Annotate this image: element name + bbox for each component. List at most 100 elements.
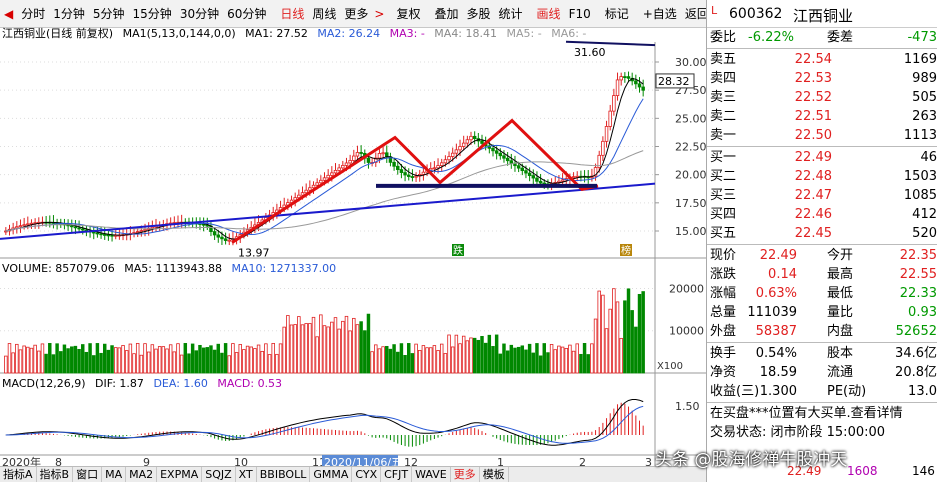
volume-bar [344,315,349,374]
candle-body [439,162,444,166]
candle-body [22,224,26,227]
toolbar-item-17[interactable]: 返回 [684,6,709,21]
indicator-tab-1[interactable]: 指标B [37,467,74,482]
candle-body [407,174,411,177]
indicator-tab-14[interactable]: 模板 [480,467,509,482]
stat-label-2: 内盘 [827,324,854,339]
volume-bar [205,347,210,374]
prev-arrow-icon[interactable]: ◀ [4,6,14,21]
toolbar-item-13[interactable]: 画线 [536,6,561,21]
toolbar-item-7[interactable]: 周线 [312,6,337,21]
date-tick-label: 10 [234,456,248,468]
ask-level-row[interactable]: 卖五 22.54 1169 [707,50,937,69]
volume-bar [187,353,191,374]
toolbar-item-1[interactable]: 1分钟 [53,6,85,21]
candle-body [377,153,382,159]
candle-body [344,162,349,166]
bid-level-row[interactable]: 买三 22.47 1085 [707,186,937,205]
candle-body [531,175,536,179]
candle-body [201,223,206,226]
indicator-tab-12[interactable]: WAVE [412,467,451,482]
bid-level-row[interactable]: 买一 22.49 46 [707,148,937,167]
candle-body [597,154,601,168]
toolbar-item-15[interactable]: 标记 [604,6,629,21]
volume-bar [26,346,30,374]
indicator-tab-6[interactable]: SQJZ [202,467,236,482]
volume-bar [73,345,78,374]
date-tick-label: 2020年 [2,455,41,468]
volume-bar [461,335,466,374]
stock-code[interactable]: 600362 [729,6,783,22]
bid-level-row[interactable]: 买二 22.48 1503 [707,167,937,186]
volume-bar [575,343,579,374]
toolbar-item-3[interactable]: 15分钟 [132,6,172,21]
volume-bar [491,346,495,374]
toolbar-item-10[interactable]: 叠加 [434,6,459,21]
candle-body [205,224,210,227]
volume-bar [253,348,257,374]
toolbar-item-12[interactable]: 统计 [498,6,523,21]
bid-level-volume: 1085 [903,188,937,203]
volume-bar [62,344,67,374]
indicator-tab-4[interactable]: MA2 [126,467,158,482]
ask-level-row[interactable]: 卖三 22.52 505 [707,88,937,107]
volume-bar [425,347,429,374]
volume-bar [454,334,459,374]
toolbar-item-8[interactable]: 更多 [344,6,369,21]
bid-level-row[interactable]: 买五 22.45 520 [707,224,937,243]
stock-name[interactable]: 江西铜业 [793,7,854,25]
toolbar-item-2[interactable]: 5分钟 [92,6,125,21]
big-order-notice[interactable]: 在买盘***位置有大买单.查看详情 [710,406,903,421]
volume-bar [135,343,140,374]
more-chevron-icon[interactable]: > [374,6,385,21]
volume-bar [505,350,510,374]
indicator-tab-0[interactable]: 指标A [0,467,37,482]
kline-chart-svg[interactable]: 30.0027.5025.0022.5020.0017.5015.0028.32… [0,28,706,468]
moving-average-line [5,150,644,232]
indicator-tab-13[interactable]: 更多 [451,467,480,482]
indicator-tab-7[interactable]: XT [236,467,257,482]
candle-body [516,165,521,169]
toolbar-item-6[interactable]: 日线 [280,6,305,21]
indicator-tab-8[interactable]: BBIBOLL [257,467,311,482]
macd-dea: DEA: 1.60 [153,377,208,390]
price-tick-label: 30.00 [675,56,706,69]
toolbar-item-16[interactable]: +自选 [642,6,677,21]
indicator-tab-11[interactable]: CFJT [381,467,413,482]
indicator-tab-2[interactable]: 窗口 [73,467,103,482]
indicator-tab-9[interactable]: GMMA [310,467,353,482]
toolbar-item-14[interactable]: F10 [568,6,591,21]
indicator-tab-5[interactable]: EXPMA [157,467,203,482]
ask-level-row[interactable]: 卖一 22.50 1113 [707,126,937,145]
indicator-tab-3[interactable]: MA [102,467,127,482]
toolbar-item-5[interactable]: 60分钟 [227,6,267,21]
candle-body [95,232,100,235]
toolbar-item-9[interactable]: 复权 [396,6,421,21]
volume-bar [476,339,481,374]
candle-body [392,161,396,167]
candle-body [469,135,473,141]
bid-level-row[interactable]: 买四 22.46 412 [707,205,937,224]
toolbar-item-11[interactable]: 多股 [466,6,491,21]
volume-bar [388,348,393,374]
ask-level-row[interactable]: 卖四 22.53 989 [707,69,937,88]
stat-label: 外盘 [710,324,737,339]
macd-tick-label: 1.50 [675,400,700,413]
fundamental-label: 净资 [710,365,737,380]
ask-level-row[interactable]: 卖二 22.51 263 [707,107,937,126]
volume-bar [385,345,389,374]
volume-bar [238,344,242,374]
volume-bar [242,349,246,374]
toolbar-item-4[interactable]: 30分钟 [179,6,220,21]
volume-bar [198,344,202,374]
candle-body [458,146,462,151]
price-legend: 江西铜业(日线 前复权) MA1(5,13,0,144,0,0) MA1: 27… [2,26,592,42]
volume-bar [516,346,521,374]
chart-area[interactable]: 30.00 27.50 25.00 22.50 20.00 17.50 15.00 28.32… [0,26,706,468]
ma2-value: MA2: 26.24 [317,27,381,40]
toolbar-item-0[interactable]: 分时 [21,6,46,21]
bid-level-volume: 520 [912,226,937,241]
indicator-tab-10[interactable]: CYX [352,467,382,482]
volume-bar [154,348,158,374]
bid-level-price: 22.46 [794,207,832,222]
